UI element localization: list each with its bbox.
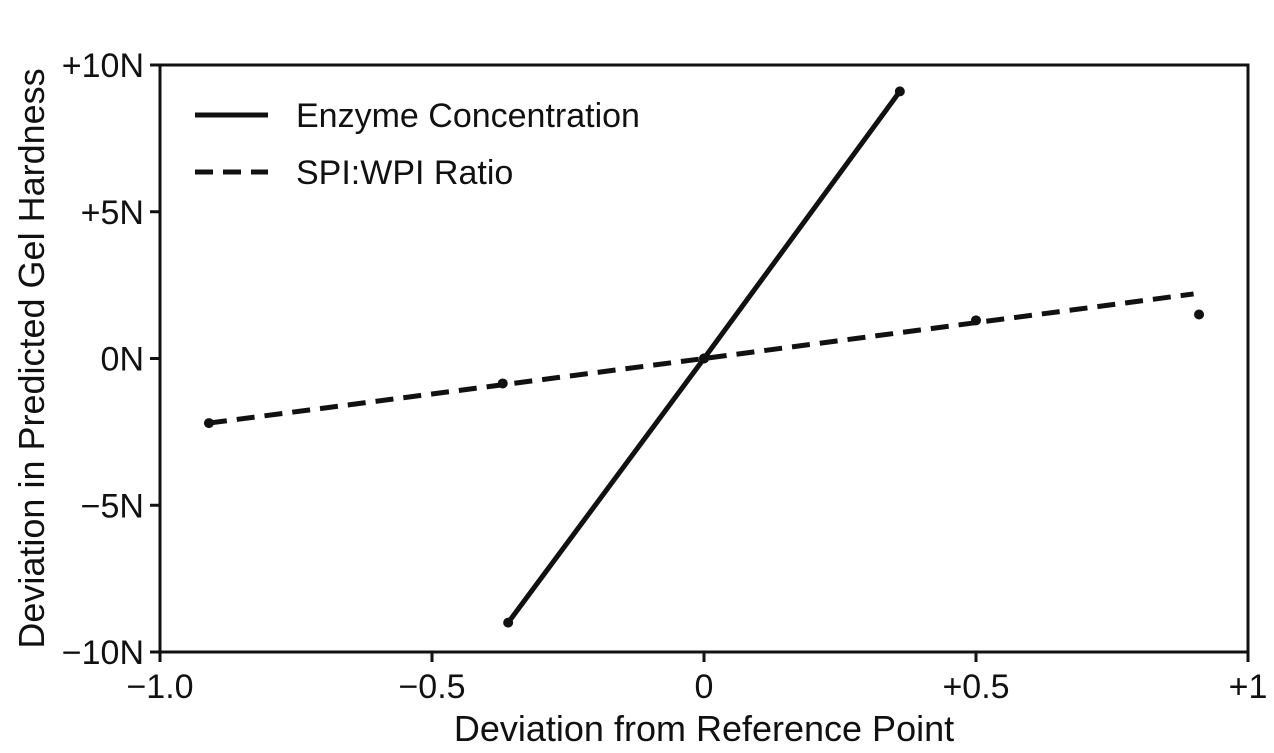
plot-marks <box>203 86 1205 628</box>
x-axis: −1.0 −0.5 0 +0.5 +1 <box>126 652 1267 706</box>
legend-label-spi-wpi-ratio: SPI:WPI Ratio <box>296 154 513 192</box>
y-axis-label: Deviation in Predicted Gel Hardness <box>11 68 52 648</box>
y-tick-label: +5N <box>81 194 144 232</box>
data-point <box>203 418 214 429</box>
data-point <box>503 617 514 628</box>
x-tick-label: +1 <box>1229 668 1268 706</box>
y-axis: +10N +5N 0N −5N −10N <box>62 47 160 672</box>
data-point <box>1194 309 1205 320</box>
x-tick-label: −0.5 <box>398 668 465 706</box>
legend-label-enzyme-concentration: Enzyme Concentration <box>296 97 640 135</box>
y-tick-label: −5N <box>81 487 144 525</box>
y-tick-label: 0N <box>101 341 144 379</box>
y-tick-label: +10N <box>62 47 144 85</box>
x-axis-label: Deviation from Reference Point <box>454 708 954 749</box>
x-tick-label: 0 <box>695 668 714 706</box>
series-line-spi-wpi-ratio <box>208 291 1194 426</box>
x-tick-label: +0.5 <box>942 668 1009 706</box>
data-point <box>971 315 981 326</box>
y-tick-label: −10N <box>62 634 144 672</box>
x-tick-label: −1.0 <box>126 668 193 706</box>
data-point <box>699 353 709 364</box>
data-point <box>497 378 508 389</box>
data-point <box>894 86 905 97</box>
legend: Enzyme Concentration SPI:WPI Ratio <box>195 97 640 192</box>
